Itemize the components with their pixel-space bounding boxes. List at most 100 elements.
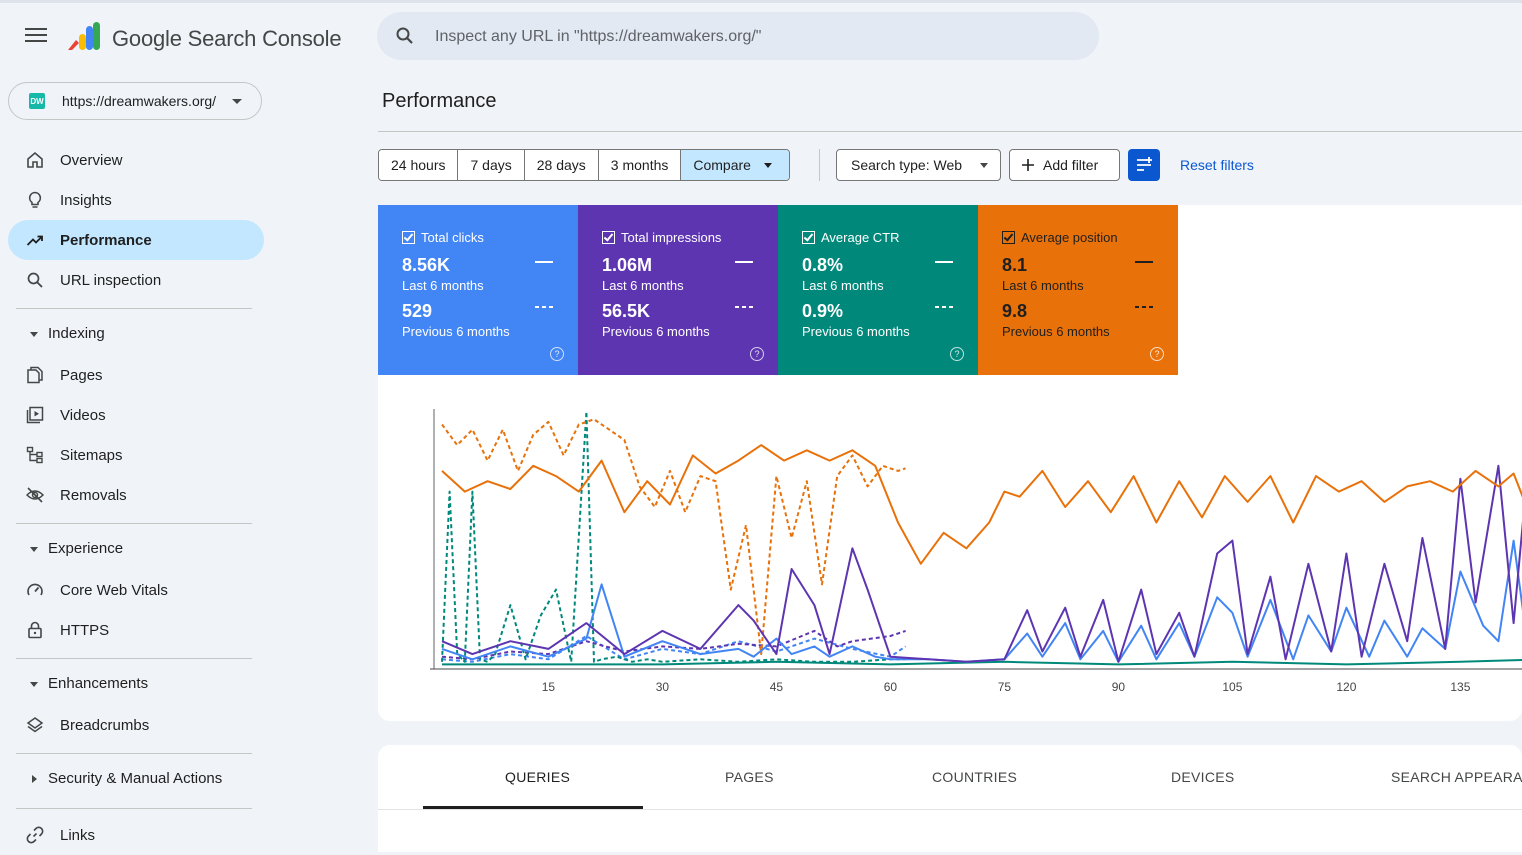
x-tick-label: 90 xyxy=(1112,680,1126,694)
x-tick-label: 60 xyxy=(884,680,898,694)
add-filter-button[interactable]: Add filter xyxy=(1009,149,1120,181)
url-inspect-input[interactable] xyxy=(433,24,1037,50)
range-24-hours[interactable]: 24 hours xyxy=(379,150,459,180)
sidebar-item-label: Removals xyxy=(60,486,127,504)
sidebar-item-removals[interactable]: Removals xyxy=(8,475,264,515)
sidebar-section-indexing[interactable]: Indexing xyxy=(8,320,264,350)
metric-previous-value: 9.8 xyxy=(1002,301,1028,321)
series-line-total-clicks-previous xyxy=(441,635,907,663)
sidebar-item-label: Performance xyxy=(60,231,152,249)
sidebar-section-enhancements[interactable]: Enhancements xyxy=(8,670,264,700)
sidebar-section-experience[interactable]: Experience xyxy=(8,535,264,565)
solid-line-legend-icon xyxy=(1135,261,1153,263)
tune-icon xyxy=(1137,157,1152,171)
sidebar-item-overview[interactable]: Overview xyxy=(8,140,264,180)
performance-chart[interactable]: 15 30 45 60 75 90 105 120 135 xyxy=(378,395,1522,705)
metric-current-value: 1.06M xyxy=(602,255,653,275)
metric-previous-period: Previous 6 months xyxy=(802,324,910,339)
metric-previous-period: Previous 6 months xyxy=(1002,324,1110,339)
metric-current-period: Last 6 months xyxy=(602,278,684,293)
sidebar-item-breadcrumbs[interactable]: Breadcrumbs xyxy=(8,705,264,745)
metric-label: Total impressions xyxy=(621,230,722,245)
plus-icon xyxy=(1022,159,1034,171)
x-tick-label: 120 xyxy=(1336,680,1356,694)
x-tick-label: 135 xyxy=(1450,680,1470,694)
sidebar-item-videos[interactable]: Videos xyxy=(8,395,264,435)
section-label: Security & Manual Actions xyxy=(48,770,223,787)
tab-pages[interactable]: PAGES xyxy=(725,769,774,785)
sidebar-divider xyxy=(16,753,252,754)
collapse-arrow-icon xyxy=(30,332,38,337)
sidebar-item-label: Breadcrumbs xyxy=(60,716,150,734)
metric-label: Average CTR xyxy=(821,230,900,245)
collapse-arrow-icon xyxy=(30,682,38,687)
sidebar-item-core-web-vitals[interactable]: Core Web Vitals xyxy=(8,570,264,610)
tab-devices[interactable]: DEVICES xyxy=(1171,769,1235,785)
reset-filters-link[interactable]: Reset filters xyxy=(1180,157,1254,173)
search-console-logo xyxy=(68,22,100,50)
sidebar-divider xyxy=(16,808,252,809)
sidebar-item-sitemaps[interactable]: Sitemaps xyxy=(8,435,264,475)
sidebar-section-security[interactable]: Security & Manual Actions xyxy=(8,765,264,795)
range-3-months[interactable]: 3 months xyxy=(598,150,682,180)
series-line-average-position-previous xyxy=(441,418,906,656)
checkbox-checked-icon xyxy=(402,231,415,244)
section-label: Experience xyxy=(48,540,124,557)
sidebar-item-pages[interactable]: Pages xyxy=(8,355,264,395)
search-type-dropdown[interactable]: Search type: Web xyxy=(836,149,1001,181)
checkbox-checked-icon xyxy=(1002,231,1015,244)
metric-label: Average position xyxy=(1021,230,1118,245)
metric-card-total-clicks[interactable]: Total clicks 8.56K Last 6 months 529 Pre… xyxy=(378,205,578,375)
series-line-total-clicks xyxy=(441,539,1522,663)
metric-current-period: Last 6 months xyxy=(402,278,484,293)
metric-previous-period: Previous 6 months xyxy=(402,324,510,339)
help-icon[interactable]: ? xyxy=(950,347,964,361)
metric-current-value: 8.56K xyxy=(402,255,451,275)
filter-settings-button[interactable] xyxy=(1128,149,1160,181)
property-favicon: DW xyxy=(29,93,45,109)
tab-queries[interactable]: QUERIES xyxy=(505,769,571,785)
metric-card-average-ctr[interactable]: Average CTR 0.8% Last 6 months 0.9% Prev… xyxy=(778,205,978,375)
help-icon[interactable]: ? xyxy=(1150,347,1164,361)
sitemap-icon xyxy=(26,446,43,464)
tab-search-appearance[interactable]: SEARCH APPEARANCE xyxy=(1391,769,1522,785)
speed-icon xyxy=(27,583,43,596)
search-type-label: Search type: Web xyxy=(851,157,963,173)
tab-countries[interactable]: COUNTRIES xyxy=(932,769,1018,785)
add-filter-label: Add filter xyxy=(1043,157,1099,173)
metric-previous-value: 529 xyxy=(402,301,433,321)
video-icon xyxy=(26,406,44,424)
sidebar-item-label: URL inspection xyxy=(60,271,162,289)
metric-card-average-position[interactable]: Average position 8.1 Last 6 months 9.8 P… xyxy=(978,205,1178,375)
dashed-line-legend-icon xyxy=(1135,306,1153,308)
property-selector[interactable]: DW https://dreamwakers.org/ xyxy=(8,82,262,120)
series-line-average-ctr-previous xyxy=(441,410,906,663)
sidebar-item-url-inspection[interactable]: URL inspection xyxy=(8,260,264,300)
sidebar-item-label: Core Web Vitals xyxy=(60,581,168,599)
range-compare[interactable]: Compare xyxy=(681,150,789,180)
tabs-divider xyxy=(378,809,1522,810)
url-inspect-search-bar[interactable] xyxy=(377,12,1099,60)
sidebar-item-https[interactable]: HTTPS xyxy=(8,610,264,650)
main-menu-button[interactable] xyxy=(22,24,50,48)
metric-current-value: 0.8% xyxy=(802,255,844,275)
range-28-days[interactable]: 28 days xyxy=(524,150,599,180)
x-tick-label: 45 xyxy=(770,680,784,694)
range-compare-label: Compare xyxy=(693,157,751,173)
metric-previous-value: 0.9% xyxy=(802,301,844,321)
metric-previous-period: Previous 6 months xyxy=(602,324,710,339)
help-icon[interactable]: ? xyxy=(550,347,564,361)
help-icon[interactable]: ? xyxy=(750,347,764,361)
metric-current-value: 8.1 xyxy=(1002,255,1028,275)
sidebar-item-performance[interactable]: Performance xyxy=(8,220,264,260)
sidebar-item-label: Links xyxy=(60,826,96,844)
pages-icon xyxy=(27,366,43,384)
sidebar-item-links[interactable]: Links xyxy=(8,815,264,855)
title-divider xyxy=(378,131,1522,132)
top-border xyxy=(0,0,1522,3)
sidebar-item-label: Videos xyxy=(60,406,106,424)
sidebar-item-insights[interactable]: Insights xyxy=(8,180,264,220)
range-7-days[interactable]: 7 days xyxy=(458,150,525,180)
metric-card-total-impressions[interactable]: Total impressions 1.06M Last 6 months 56… xyxy=(578,205,778,375)
solid-line-legend-icon xyxy=(935,261,953,263)
